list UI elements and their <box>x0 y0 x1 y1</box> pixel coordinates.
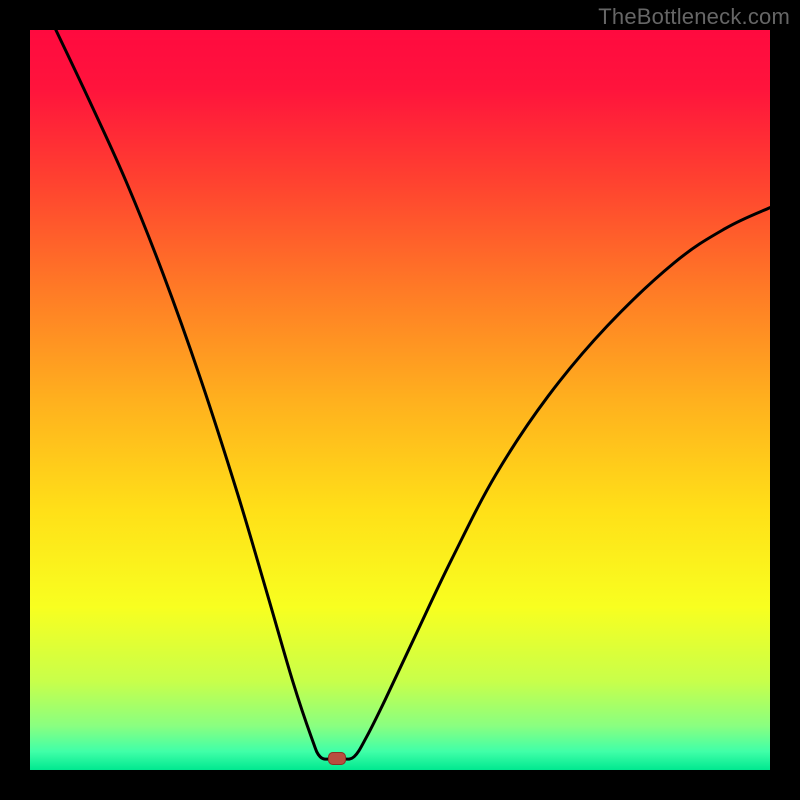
chart-svg <box>30 30 770 770</box>
gradient-background <box>30 30 770 770</box>
plot-area <box>30 30 770 770</box>
watermark-text: TheBottleneck.com <box>598 4 790 30</box>
optimum-marker <box>328 752 346 765</box>
chart-frame: TheBottleneck.com <box>0 0 800 800</box>
